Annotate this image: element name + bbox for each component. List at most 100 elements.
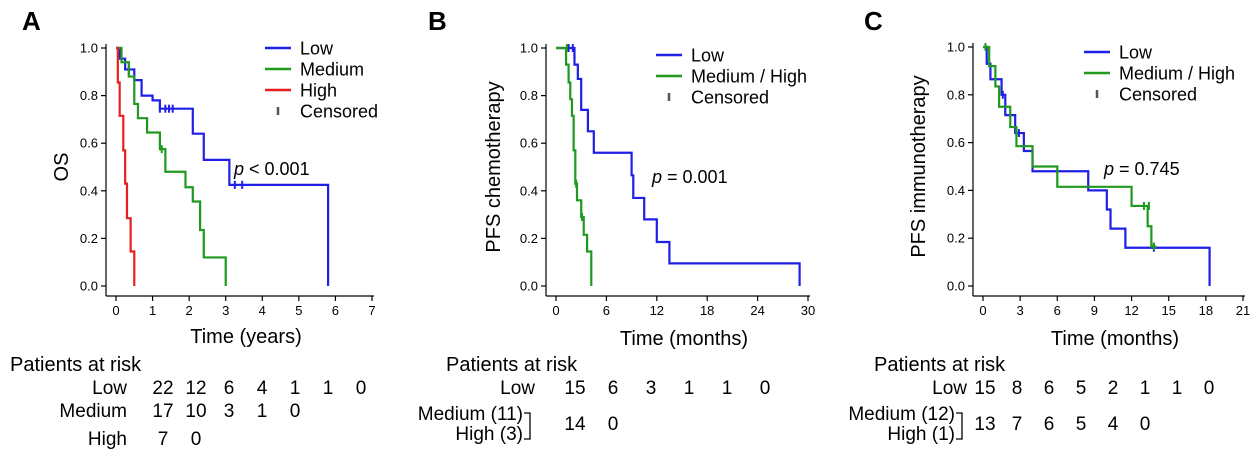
legend-label: Censored bbox=[691, 88, 769, 108]
risk-count: 0 bbox=[1204, 378, 1215, 399]
risk-row-label: Low bbox=[932, 378, 967, 399]
risk-count: 1 bbox=[684, 378, 695, 399]
panel-letter: A bbox=[22, 6, 41, 36]
x-tick-label: 21 bbox=[1236, 303, 1250, 318]
x-tick-label: 1 bbox=[149, 303, 156, 318]
x-tick-label: 7 bbox=[368, 303, 375, 318]
risk-table-title: Patients at risk bbox=[10, 354, 142, 376]
x-axis-title: Time (years) bbox=[190, 326, 301, 348]
risk-count: 0 bbox=[1140, 414, 1151, 435]
x-tick-label: 24 bbox=[750, 303, 764, 318]
p-symbol: p bbox=[1103, 159, 1114, 179]
y-tick-label: 0.2 bbox=[80, 231, 98, 246]
y-tick-label: 1.0 bbox=[947, 40, 965, 55]
series-line-low bbox=[983, 45, 1211, 286]
series-line-high bbox=[116, 46, 136, 286]
risk-count: 1 bbox=[1172, 378, 1183, 399]
x-tick-label: 0 bbox=[979, 303, 986, 318]
y-tick-label: 0.8 bbox=[80, 88, 98, 103]
legend-label: Censored bbox=[1119, 85, 1197, 105]
risk-count: 4 bbox=[257, 378, 268, 399]
risk-count: 0 bbox=[191, 429, 202, 450]
y-tick-label: 0.8 bbox=[520, 88, 538, 103]
risk-row-label-bottom: High (1) bbox=[887, 424, 955, 445]
p-value: < 0.001 bbox=[244, 159, 310, 179]
risk-row-label-top: Medium (11) bbox=[418, 404, 523, 425]
risk-table-title: Patients at risk bbox=[874, 354, 1006, 376]
risk-count: 6 bbox=[1044, 414, 1055, 435]
risk-count: 6 bbox=[224, 378, 235, 399]
x-tick-label: 3 bbox=[1017, 303, 1024, 318]
risk-group-bracket bbox=[956, 412, 963, 440]
legend-label: Medium bbox=[300, 60, 364, 80]
p-value-annotation: p = 0.745 bbox=[1103, 159, 1180, 179]
risk-row-label: Low bbox=[500, 378, 535, 399]
risk-group-bracket bbox=[524, 412, 531, 440]
legend-label: Low bbox=[300, 39, 334, 59]
y-tick-label: 0.0 bbox=[947, 279, 965, 294]
risk-count: 5 bbox=[1076, 378, 1087, 399]
risk-count: 0 bbox=[290, 401, 301, 422]
y-tick-label: 0.6 bbox=[80, 136, 98, 151]
risk-count: 0 bbox=[608, 414, 619, 435]
risk-row-label: Low bbox=[92, 378, 127, 399]
x-tick-label: 0 bbox=[552, 303, 559, 318]
y-tick-label: 0.6 bbox=[947, 135, 965, 150]
risk-count: 1 bbox=[323, 378, 334, 399]
p-value: = 0.745 bbox=[1114, 159, 1180, 179]
risk-table-title: Patients at risk bbox=[446, 354, 578, 376]
series-line-low bbox=[116, 46, 330, 286]
risk-count: 0 bbox=[356, 378, 367, 399]
y-tick-label: 0.2 bbox=[947, 231, 965, 246]
risk-count: 22 bbox=[152, 378, 173, 399]
risk-count: 3 bbox=[646, 378, 657, 399]
series-line-medium bbox=[116, 46, 227, 286]
risk-count: 10 bbox=[185, 401, 206, 422]
panel-letter: B bbox=[428, 6, 447, 36]
y-axis-title: PFS chemotherapy bbox=[483, 81, 505, 252]
x-tick-label: 18 bbox=[1199, 303, 1213, 318]
risk-count: 4 bbox=[1108, 414, 1119, 435]
x-tick-label: 18 bbox=[700, 303, 714, 318]
x-tick-label: 9 bbox=[1091, 303, 1098, 318]
x-tick-label: 6 bbox=[1054, 303, 1061, 318]
risk-count: 1 bbox=[1140, 378, 1151, 399]
y-tick-label: 0.4 bbox=[520, 183, 538, 198]
x-tick-label: 15 bbox=[1161, 303, 1175, 318]
series-line-medium-high bbox=[983, 45, 1157, 248]
x-tick-label: 0 bbox=[112, 303, 119, 318]
risk-count: 6 bbox=[608, 378, 619, 399]
x-tick-label: 12 bbox=[1124, 303, 1138, 318]
risk-count: 3 bbox=[224, 401, 235, 422]
p-value-annotation: p = 0.001 bbox=[651, 167, 728, 187]
y-tick-label: 0.0 bbox=[80, 279, 98, 294]
risk-count: 14 bbox=[564, 414, 586, 435]
risk-count: 2 bbox=[1108, 378, 1119, 399]
risk-count: 7 bbox=[158, 429, 169, 450]
y-tick-label: 0.2 bbox=[520, 231, 538, 246]
p-symbol: p bbox=[651, 167, 662, 187]
risk-count: 0 bbox=[760, 378, 771, 399]
x-axis-title: Time (months) bbox=[620, 328, 748, 350]
risk-row-label: High bbox=[88, 429, 127, 450]
series-line-medium-high bbox=[556, 46, 593, 286]
x-tick-label: 30 bbox=[801, 303, 815, 318]
risk-count: 8 bbox=[1012, 378, 1023, 399]
legend-label: Medium / High bbox=[1119, 64, 1235, 84]
risk-row-label: Medium bbox=[59, 401, 127, 422]
y-tick-label: 0.6 bbox=[520, 136, 538, 151]
p-symbol: p bbox=[233, 159, 244, 179]
risk-count: 15 bbox=[564, 378, 585, 399]
p-value-annotation: p < 0.001 bbox=[233, 159, 310, 179]
risk-count: 7 bbox=[1012, 414, 1023, 435]
risk-count: 1 bbox=[722, 378, 733, 399]
legend-label: Censored bbox=[300, 102, 378, 122]
risk-count: 5 bbox=[1076, 414, 1087, 435]
x-tick-label: 6 bbox=[332, 303, 339, 318]
